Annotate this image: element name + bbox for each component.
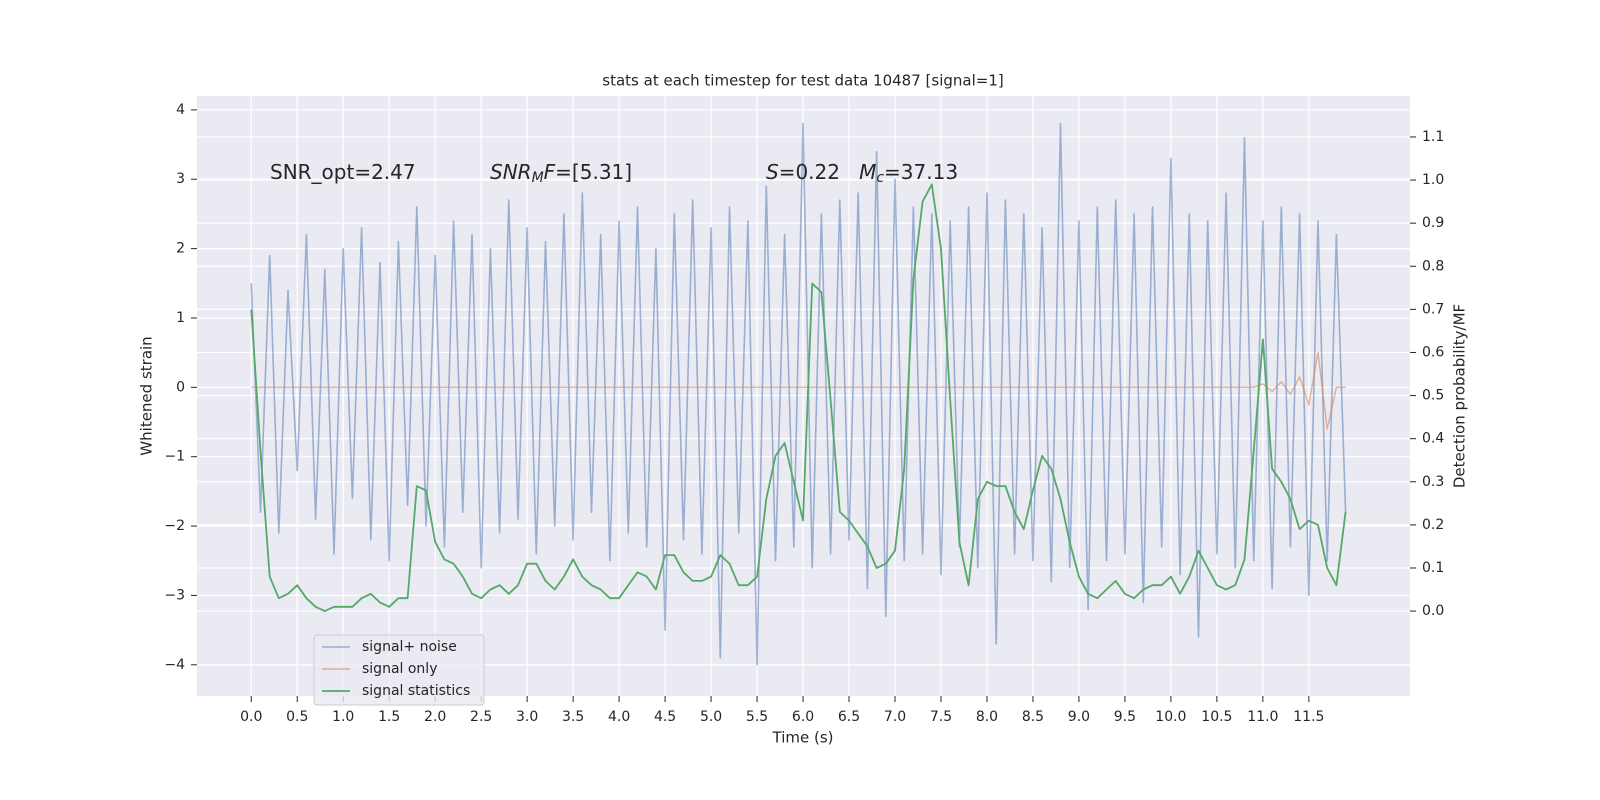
- annotation: SNR_opt=2.47: [270, 160, 416, 184]
- y2-tick-label: 1.1: [1422, 129, 1444, 145]
- x-tick-label: 5.0: [700, 709, 722, 725]
- x-tick-label: 3.0: [516, 709, 538, 725]
- annotation-part: M: [532, 170, 544, 186]
- y-tick-label: 2: [176, 241, 185, 257]
- y-tick-label: 0: [176, 379, 185, 395]
- series-line: [251, 351, 1346, 430]
- annotation-part: c: [876, 170, 884, 186]
- annotation: S=0.22 Mc=37.13: [766, 160, 958, 187]
- y2-tick-label: 0.3: [1422, 474, 1444, 490]
- x-tick-label: 0.0: [240, 709, 262, 725]
- annotation-part: F: [544, 160, 556, 184]
- x-tick-label: 10.0: [1155, 709, 1186, 725]
- x-tick-label: 8.0: [976, 709, 998, 725]
- y-tick-label: −4: [164, 657, 185, 673]
- y-tick-label: 3: [176, 171, 185, 187]
- y-tick-label: 1: [176, 310, 185, 326]
- x-tick-label: 7.0: [884, 709, 906, 725]
- annotation-part: S: [766, 160, 779, 184]
- annotation-part: SNR_opt=2.47: [270, 160, 416, 184]
- legend-label: signal+ noise: [362, 639, 457, 655]
- y2-axis-label: Detection probability/MF: [1451, 304, 1469, 488]
- x-tick-label: 2.5: [470, 709, 492, 725]
- x-tick-label: 11.5: [1293, 709, 1324, 725]
- annotation: SNRMF=[5.31]: [490, 160, 632, 187]
- x-tick-label: 8.5: [1022, 709, 1044, 725]
- y2-tick-label: 0.7: [1422, 301, 1444, 317]
- y-tick-label: −1: [164, 449, 185, 465]
- series-line: [250, 183, 1347, 612]
- annotation-part: SNR: [490, 160, 532, 184]
- x-tick-label: 2.0: [424, 709, 446, 725]
- x-tick-label: 3.5: [562, 709, 584, 725]
- annotation-part: =0.22: [779, 160, 859, 184]
- x-tick-label: 0.5: [286, 709, 308, 725]
- y-axis-label: Whitened strain: [138, 336, 156, 455]
- y2-tick-label: 0.0: [1422, 603, 1444, 619]
- x-tick-label: 1.0: [332, 709, 354, 725]
- y2-tick-label: 0.6: [1422, 344, 1444, 360]
- x-tick-label: 6.0: [792, 709, 814, 725]
- x-tick-label: 9.0: [1068, 709, 1090, 725]
- annotation-part: =[5.31]: [555, 160, 632, 184]
- x-tick-label: 9.5: [1114, 709, 1136, 725]
- y2-tick-label: 1.0: [1422, 172, 1444, 188]
- y2-tick-label: 0.1: [1422, 560, 1444, 576]
- annotation-part: M: [859, 160, 876, 184]
- x-tick-label: 11.0: [1247, 709, 1278, 725]
- x-tick-label: 10.5: [1201, 709, 1232, 725]
- legend-label: signal only: [362, 661, 437, 677]
- series-line: [250, 122, 1347, 666]
- y2-tick-label: 0.5: [1422, 388, 1444, 404]
- x-tick-label: 1.5: [378, 709, 400, 725]
- x-tick-label: 4.0: [608, 709, 630, 725]
- annotation-part: =37.13: [884, 160, 958, 184]
- y2-tick-label: 0.4: [1422, 431, 1444, 447]
- y-tick-label: −2: [164, 518, 185, 534]
- y-tick-label: 4: [176, 102, 185, 118]
- legend-box: [313, 634, 485, 706]
- y2-tick-label: 0.8: [1422, 258, 1444, 274]
- legend-label: signal statistics: [362, 683, 470, 699]
- y-tick-label: −3: [164, 587, 185, 603]
- x-tick-label: 6.5: [838, 709, 860, 725]
- chart-title: stats at each timestep for test data 104…: [602, 72, 1003, 90]
- x-axis-label: Time (s): [772, 729, 834, 747]
- y2-tick-label: 0.9: [1422, 215, 1444, 231]
- x-tick-label: 4.5: [654, 709, 676, 725]
- y2-tick-label: 0.2: [1422, 517, 1444, 533]
- x-tick-label: 5.5: [746, 709, 768, 725]
- x-tick-label: 7.5: [930, 709, 952, 725]
